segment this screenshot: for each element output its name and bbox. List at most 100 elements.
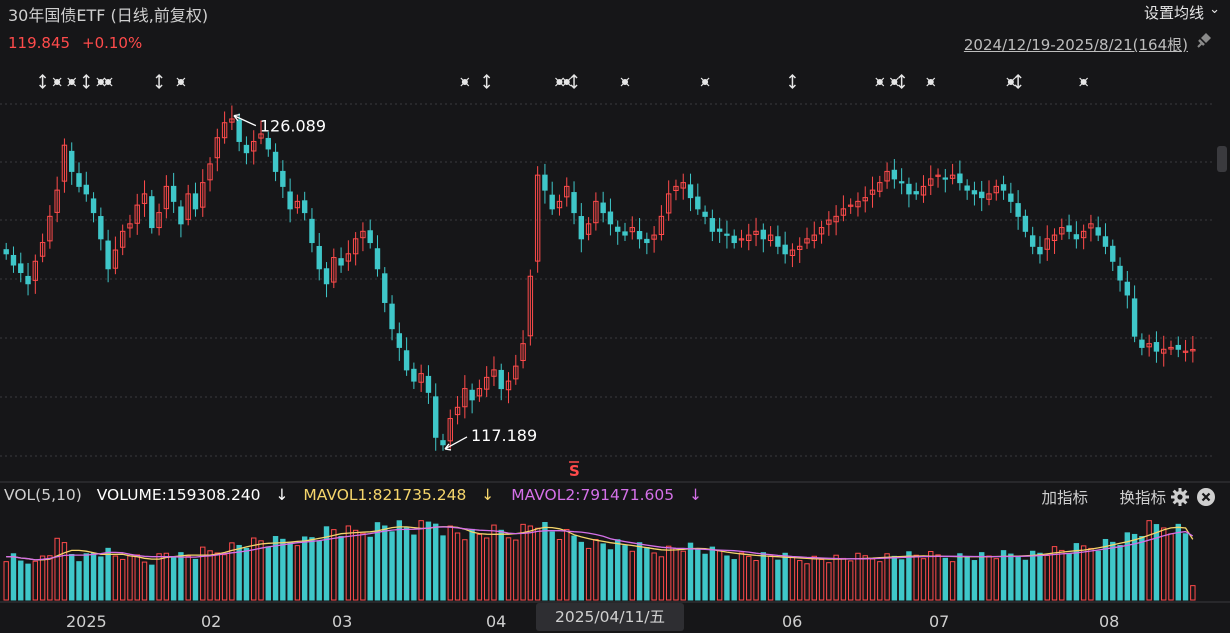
candle-series [3,105,1196,451]
candle-body [906,183,912,195]
volume-bar [826,562,832,601]
crosshair-date-label: 2025/04/11/五 [536,603,684,631]
candle-body [775,236,781,247]
candle-body [935,174,941,177]
volume-bar [396,520,403,601]
volume-bar [505,537,512,601]
volume-bar [615,539,621,601]
candle-body [251,140,257,152]
volume-bar [556,538,563,601]
volume-bar [360,532,366,601]
volume-bar [971,560,978,601]
candle-body [418,373,424,383]
volume-bar [942,557,949,601]
event-cross-marker [96,77,106,87]
volume-value: VOLUME:159308.240 [96,486,261,504]
volume-bar [18,560,24,601]
month-label: 03 [332,612,353,631]
volume-bar [687,542,694,601]
volume-bar [134,554,140,601]
volume-bar [105,547,111,601]
volume-bar [425,521,432,601]
switch-indicator-button[interactable]: 换指标 [1119,489,1166,507]
candle-body [957,173,963,184]
volume-bar [629,550,635,601]
volume-bar [702,553,708,601]
volume-bar [957,553,963,601]
volume-bar [1182,533,1189,601]
mavol1-value: MAVOL1:821735.248 [303,486,467,504]
candle-body [949,174,956,179]
candle-body [1080,230,1087,239]
candle-body [331,257,337,283]
candle-body [716,228,723,232]
event-cross-marker [67,77,77,87]
volume-bar [1153,524,1160,601]
last-price: 119.845 [8,34,71,52]
chevron-down-icon[interactable]: ⌄ [1209,2,1220,17]
month-label: 06 [782,612,803,631]
candle-body [192,193,199,210]
candle-body [185,193,191,220]
event-cross-marker [1079,77,1089,87]
volume-bar [520,523,526,601]
candle-body [622,231,628,236]
candle-body [979,191,985,199]
volume-bar [527,525,534,601]
volume-bar [564,528,570,601]
candle-body [1000,184,1007,191]
vertical-scroll-thumb[interactable] [1217,146,1227,172]
volume-down-arrow: ↓ [275,486,289,504]
volume-bar [979,552,985,601]
pin-icon[interactable] [1192,30,1214,52]
volume-bar [469,528,475,601]
volume-bar [163,552,170,601]
event-arrow-marker [898,73,906,90]
volume-bar [898,559,905,601]
date-range-link[interactable]: 2024/12/19-2025/8/21(164根) [963,36,1188,54]
volume-bar [119,558,126,601]
set-moving-average-button[interactable]: 设置均线 [1143,4,1204,22]
candle-body [83,184,89,195]
candle-body [840,208,847,216]
candle-body [833,215,839,223]
add-indicator-button[interactable]: 加指标 [1041,489,1088,507]
candle-body [600,202,606,214]
volume-bar [236,544,242,601]
volume-bar [229,542,235,601]
candle-body [18,263,24,274]
volume-bar [389,531,395,601]
candle-body [98,216,104,240]
volume-bar [98,556,104,601]
candle-body [440,440,446,446]
volume-bar [1022,559,1029,601]
volume-bar [1102,538,1109,601]
volume-bar [476,533,483,601]
volume-bar [47,555,53,601]
gear-icon[interactable] [1170,487,1190,507]
candle-body [731,235,737,244]
volume-bar [447,525,453,601]
high-arrow [233,114,257,127]
candle-body [847,204,854,207]
candle-body [47,215,53,242]
volume-bar [680,550,686,601]
month-label: 04 [486,612,507,631]
volume-bar [367,536,373,601]
close-icon[interactable] [1196,487,1216,507]
volume-bar [127,555,133,601]
candle-body [396,333,403,348]
event-arrow-marker [1014,73,1022,90]
event-cross-marker [889,77,899,87]
volume-bar [964,556,970,601]
candle-body [112,249,119,269]
candle-body [571,192,577,214]
candle-body [1051,234,1058,241]
candle-body [615,226,621,232]
candle-body [913,191,919,195]
candle-body [1022,215,1029,232]
candle-body [993,185,999,194]
candle-body [1190,348,1196,352]
month-label: 07 [929,612,950,631]
candle-body [389,303,395,330]
